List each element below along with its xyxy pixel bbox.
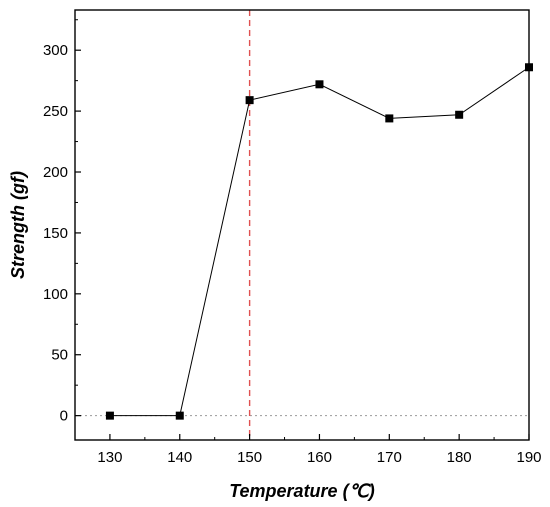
y-tick-label: 200 — [43, 164, 68, 181]
y-axis-ticks: 0 50 100 150 200 250 300 — [43, 19, 81, 425]
x-tick-label: 140 — [167, 449, 192, 466]
reference-lines — [75, 10, 529, 440]
x-tick-label: 150 — [237, 449, 262, 466]
y-tick-label: 300 — [43, 42, 68, 59]
y-tick-label: 100 — [43, 286, 68, 303]
plot-frame — [74, 9, 530, 441]
x-tick-label: 170 — [377, 449, 402, 466]
data-points — [105, 63, 533, 420]
data-point — [385, 114, 394, 123]
data-point — [105, 411, 114, 420]
y-tick-label: 50 — [51, 347, 68, 364]
data-point — [315, 80, 324, 89]
y-axis-title: Strength (gf) — [8, 171, 28, 279]
x-tick-label: 160 — [307, 449, 332, 466]
y-tick-label: 250 — [43, 103, 68, 120]
y-tick-label: 0 — [60, 408, 68, 425]
data-point — [455, 110, 464, 119]
series-line — [109, 66, 530, 417]
y-tick-label: 150 — [43, 225, 68, 242]
x-axis-ticks: 130 140 150 160 170 180 190 — [97, 434, 542, 466]
x-axis-title: Temperature (℃) — [229, 481, 375, 501]
data-point — [245, 96, 254, 105]
x-tick-label: 180 — [447, 449, 472, 466]
data-point — [175, 411, 184, 420]
x-tick-label: 130 — [97, 449, 122, 466]
x-tick-label: 190 — [516, 449, 541, 466]
